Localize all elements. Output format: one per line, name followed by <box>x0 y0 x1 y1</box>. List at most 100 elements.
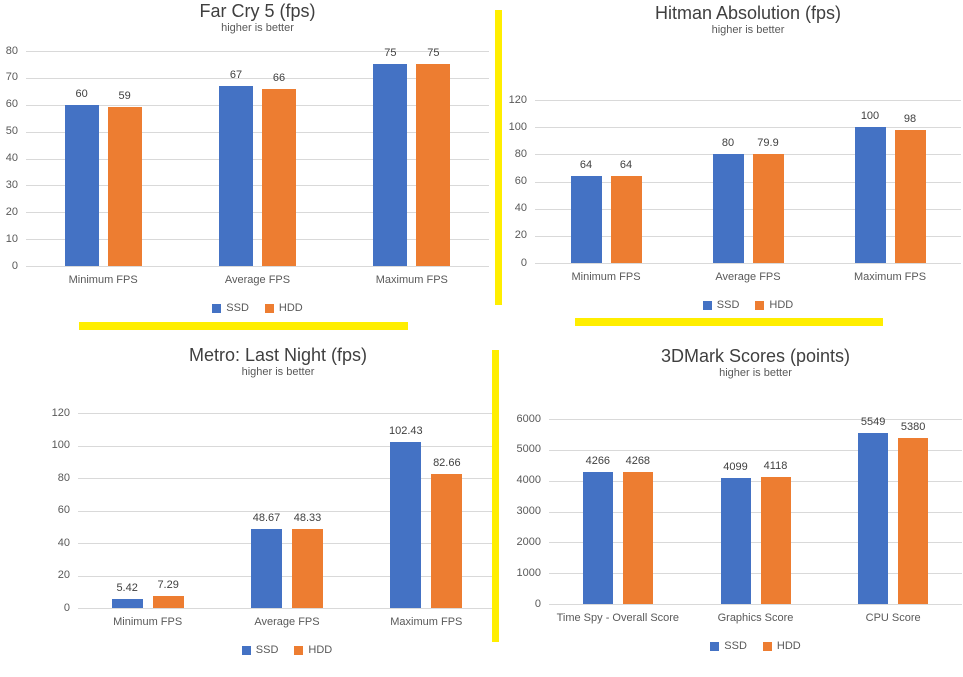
chart-far-cry-5: Far Cry 5 (fps) higher is better 0 10 20 30… <box>0 0 503 337</box>
bar-value-label: 66 <box>272 71 286 84</box>
y-axis-tick-label: 4000 <box>516 474 541 487</box>
yellow-divider-vertical-top <box>495 10 502 305</box>
legend-item-ssd: SSD <box>710 640 747 653</box>
bar-ssd <box>373 64 408 266</box>
y-axis-tick-label: 70 <box>5 71 18 84</box>
bar-hdd <box>107 107 142 266</box>
y-axis-tick-label: 40 <box>514 202 527 215</box>
yellow-divider-vertical-bottom <box>492 350 499 642</box>
chart-3dmark-scores: 3DMark Scores (points) higher is better … <box>503 337 963 677</box>
bar-ssd <box>712 154 744 263</box>
chart-title: 3DMark Scores (points) <box>660 346 851 366</box>
bar-value-label: 5.42 <box>116 582 138 595</box>
bar-value-label: 7.29 <box>157 579 179 592</box>
bar-hdd <box>292 529 323 608</box>
gridline <box>26 51 489 52</box>
legend-label-hdd: HDD <box>308 644 333 656</box>
bar-ssd <box>858 432 889 604</box>
bar-hdd <box>416 64 451 266</box>
chart-title: Metro: Last Night (fps) <box>188 345 368 365</box>
y-axis-tick-label: 3000 <box>516 505 541 517</box>
x-axis-category-label: Average FPS <box>224 274 291 286</box>
plot-area: 0 20 40 60 80 100 120 5.42 7.29 Minimum FPS 48.67 4… <box>0 337 503 677</box>
legend-item-hdd: HDD <box>264 302 303 315</box>
y-axis-tick-label: 0 <box>520 256 527 269</box>
legend-swatch-hdd <box>264 304 274 313</box>
legend: SSD HDD <box>535 299 961 312</box>
chart-subtitle: higher is better <box>711 24 785 36</box>
bar-ssd <box>582 472 613 604</box>
plot-area: 0 1000 2000 3000 4000 5000 6000 4266 4268 Time Sp… <box>503 337 963 677</box>
legend: SSD HDD <box>78 644 496 657</box>
gridline <box>78 413 496 414</box>
gridline <box>535 154 961 156</box>
chart-hitman-absolution: Hitman Absolution (fps) higher is better… <box>503 0 963 337</box>
bar-value-label: 100 <box>860 110 880 123</box>
gridline <box>535 181 961 183</box>
bar-value-label: 48.33 <box>293 512 322 525</box>
gridline <box>549 449 962 451</box>
gridline <box>549 419 962 420</box>
legend-swatch-ssd <box>702 301 712 310</box>
y-axis-tick-label: 50 <box>5 125 18 138</box>
yellow-divider-horizontal-right <box>575 318 883 326</box>
y-axis-tick-label: 80 <box>5 44 18 57</box>
y-axis-tick-label: 100 <box>51 439 70 451</box>
gridline <box>535 235 961 237</box>
legend: SSD HDD <box>549 640 962 653</box>
chart-title: Hitman Absolution (fps) <box>654 3 842 23</box>
y-axis-tick-label: 60 <box>57 504 70 516</box>
bar-hdd <box>622 472 653 604</box>
x-axis-category-label: CPU Score <box>865 612 921 624</box>
y-axis-tick-label: 80 <box>57 471 70 484</box>
legend-item-ssd: SSD <box>702 299 739 312</box>
plot-area: 0 10 20 30 40 50 60 70 80 60 59 Minimum FPS 67 66 Aver… <box>0 0 503 337</box>
bar-value-label: 5549 <box>860 415 886 428</box>
gridline <box>549 604 962 605</box>
legend-item-ssd: SSD <box>212 302 249 315</box>
gridline <box>535 263 961 264</box>
bar-hdd <box>898 438 929 604</box>
x-axis-category-label: Maximum FPS <box>853 271 927 283</box>
chart-subtitle: higher is better <box>241 366 315 378</box>
yellow-divider-horizontal-left <box>79 322 408 330</box>
gridline <box>26 212 489 214</box>
gridline <box>535 208 961 210</box>
y-axis-tick-label: 30 <box>5 178 18 191</box>
gridline <box>78 608 496 609</box>
bar-value-label: 4266 <box>585 455 611 468</box>
chart-subtitle: higher is better <box>719 367 792 379</box>
y-axis-tick-label: 2000 <box>516 535 541 548</box>
legend-label-ssd: SSD <box>226 302 249 314</box>
bar-value-label: 59 <box>118 90 131 103</box>
y-axis-tick-label: 20 <box>57 569 70 581</box>
y-axis-tick-label: 60 <box>5 98 18 111</box>
bar-hdd <box>760 477 791 604</box>
bar-hdd <box>152 596 184 608</box>
gridline <box>26 185 489 187</box>
y-axis-tick-label: 120 <box>51 406 70 419</box>
legend-swatch-ssd <box>710 642 720 651</box>
bar-hdd <box>431 473 463 608</box>
bar-value-label: 102.43 <box>389 424 423 437</box>
bar-ssd <box>570 176 602 263</box>
plot-area: 0 20 40 60 80 100 120 64 64 Minimum FPS 80 79.9 Aver… <box>503 0 963 337</box>
bar-value-label: 64 <box>579 159 593 172</box>
bar-value-label: 4268 <box>625 455 651 468</box>
x-axis-category-label: Maximum FPS <box>375 274 448 286</box>
bar-value-label: 5380 <box>900 421 926 434</box>
legend-swatch-ssd <box>241 646 251 655</box>
gridline <box>549 573 962 575</box>
gridline <box>549 480 962 482</box>
y-axis-tick-label: 120 <box>508 93 527 106</box>
y-axis-tick-label: 20 <box>514 229 527 242</box>
y-axis-tick-label: 40 <box>57 536 70 549</box>
bar-hdd <box>262 88 296 266</box>
gridline <box>26 266 489 267</box>
gridline <box>78 478 496 479</box>
legend-label-ssd: SSD <box>255 644 279 656</box>
chart-subtitle: higher is better <box>221 22 294 34</box>
x-axis-category-label: Minimum FPS <box>113 616 183 628</box>
chart-title: Far Cry 5 (fps) <box>199 1 316 21</box>
